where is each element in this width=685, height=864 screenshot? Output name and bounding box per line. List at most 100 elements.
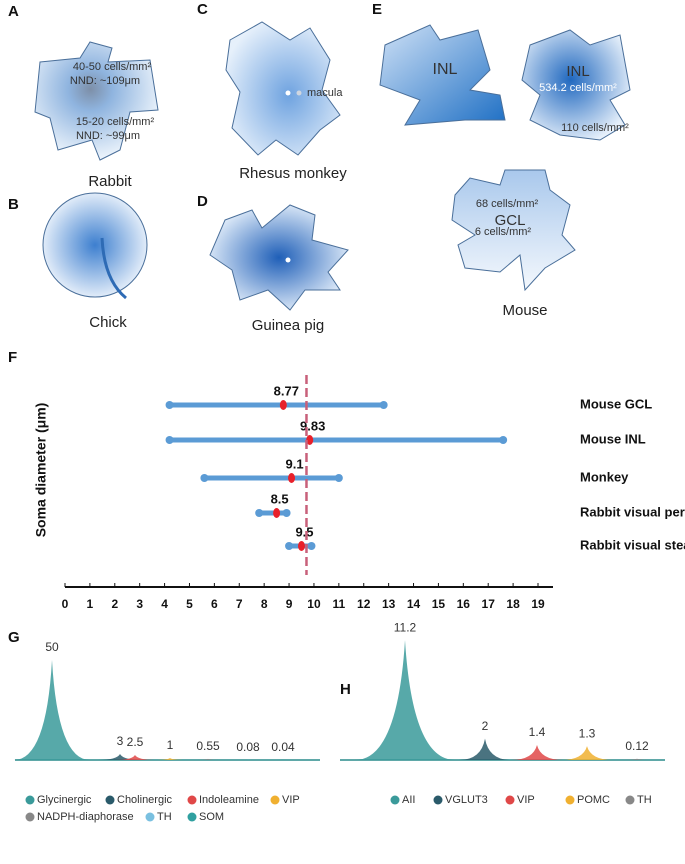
x-tick-label: 1 xyxy=(87,597,94,611)
x-tick-label: 17 xyxy=(482,597,496,611)
legend-swatch xyxy=(433,795,443,805)
legend-label: VIP xyxy=(282,794,300,806)
value-label: 0.08 xyxy=(236,740,260,754)
legend-label: TH xyxy=(157,811,172,823)
peak xyxy=(561,746,613,760)
fovea xyxy=(285,90,291,96)
x-tick-label: 6 xyxy=(211,597,218,611)
monkey-retina xyxy=(225,21,341,156)
legend-swatch xyxy=(145,812,155,822)
chick-pecten xyxy=(100,237,127,300)
value-label: 9.5 xyxy=(295,524,313,539)
label: NND: ~109μm xyxy=(70,75,140,87)
value-label: 3 xyxy=(117,734,124,748)
legend-swatch xyxy=(505,795,515,805)
peak xyxy=(619,758,655,760)
mean-point xyxy=(306,435,314,445)
x-tick-label: 13 xyxy=(382,597,396,611)
label: GCL xyxy=(495,212,526,229)
range-min xyxy=(165,436,174,444)
x-tick-label: 8 xyxy=(261,597,268,611)
legend-swatch xyxy=(25,812,35,822)
legend-swatch xyxy=(270,795,280,805)
mouse-inl-retina-2 xyxy=(521,29,631,141)
category-label: Monkey xyxy=(580,469,629,484)
x-tick-label: 2 xyxy=(111,597,118,611)
range-max xyxy=(307,542,316,550)
value-label: 2.5 xyxy=(127,735,144,749)
x-tick-label: 15 xyxy=(432,597,446,611)
category-label: Rabbit visual peripheral xyxy=(580,504,685,519)
peak xyxy=(154,758,186,760)
legend-swatch xyxy=(187,812,197,822)
legend-swatch xyxy=(565,795,575,805)
x-tick-label: 0 xyxy=(62,597,69,611)
x-tick-label: 5 xyxy=(186,597,193,611)
value-label: 50 xyxy=(45,640,59,654)
legend-label: VIP xyxy=(517,794,535,806)
peak xyxy=(511,745,563,760)
value-label: 2 xyxy=(482,719,489,733)
label: INL xyxy=(433,61,458,78)
range-min xyxy=(285,542,294,550)
value-label: 9.83 xyxy=(300,418,325,433)
label: INL xyxy=(566,63,589,80)
legend-swatch xyxy=(105,795,115,805)
caption: Rhesus monkey xyxy=(239,165,347,182)
range-min xyxy=(200,474,209,482)
x-tick-label: 3 xyxy=(136,597,143,611)
caption: Chick xyxy=(89,314,127,331)
panel-letter: D xyxy=(197,193,208,210)
legend-label: POMC xyxy=(577,794,610,806)
label: 6 cells/mm² xyxy=(475,226,532,238)
value-label: 0.04 xyxy=(271,740,295,754)
x-tick-label: 9 xyxy=(286,597,293,611)
guinea-pig-retina xyxy=(209,204,349,311)
value-label: 11.2 xyxy=(394,620,417,634)
panel-letter: F xyxy=(8,349,17,366)
legend-swatch xyxy=(187,795,197,805)
caption: Mouse xyxy=(502,302,547,319)
label: 110 cells/mm² xyxy=(561,122,629,134)
x-tick-label: 19 xyxy=(531,597,545,611)
label: 40-50 cells/mm² xyxy=(73,61,152,73)
mean-point xyxy=(273,508,281,518)
mouse-inl-retina xyxy=(379,24,506,126)
category-label: Mouse INL xyxy=(580,431,646,446)
value-label: 1 xyxy=(167,738,174,752)
value-label: 1.3 xyxy=(579,726,596,740)
x-tick-label: 4 xyxy=(161,597,168,611)
peak xyxy=(194,758,222,760)
value-label: 8.77 xyxy=(274,383,299,398)
range-max xyxy=(334,474,343,482)
peak xyxy=(355,640,455,760)
legend-label: VGLUT3 xyxy=(445,794,488,806)
x-tick-label: 11 xyxy=(332,597,345,611)
panel-letter: H xyxy=(340,681,351,698)
label: 534.2 cells/mm² xyxy=(539,82,617,94)
center xyxy=(285,257,291,263)
caption: Guinea pig xyxy=(252,317,325,334)
mouse-gcl-retina xyxy=(451,169,576,292)
x-tick-label: 16 xyxy=(457,597,471,611)
peak xyxy=(115,755,155,760)
label: 68 cells/mm² xyxy=(476,198,539,210)
x-tick-label: 10 xyxy=(307,597,321,611)
panel-letter: G xyxy=(8,629,20,646)
legend-label: NADPH-diaphorase xyxy=(37,811,134,823)
category-label: Mouse GCL xyxy=(580,396,652,411)
panel-letter: B xyxy=(8,196,19,213)
label: macula xyxy=(307,87,343,99)
value-label: 8.5 xyxy=(271,491,289,506)
legend-label: Glycinergic xyxy=(37,794,92,806)
x-tick-label: 14 xyxy=(407,597,421,611)
mean-point xyxy=(298,541,305,551)
mean-point xyxy=(279,400,287,410)
value-label: 0.12 xyxy=(625,739,649,753)
chick-retina xyxy=(42,192,148,298)
caption: Rabbit xyxy=(88,173,132,190)
peak xyxy=(98,754,142,760)
legend-label: Indoleamine xyxy=(199,794,259,806)
x-tick-label: 12 xyxy=(357,597,371,611)
value-label: 9.1 xyxy=(286,456,304,471)
